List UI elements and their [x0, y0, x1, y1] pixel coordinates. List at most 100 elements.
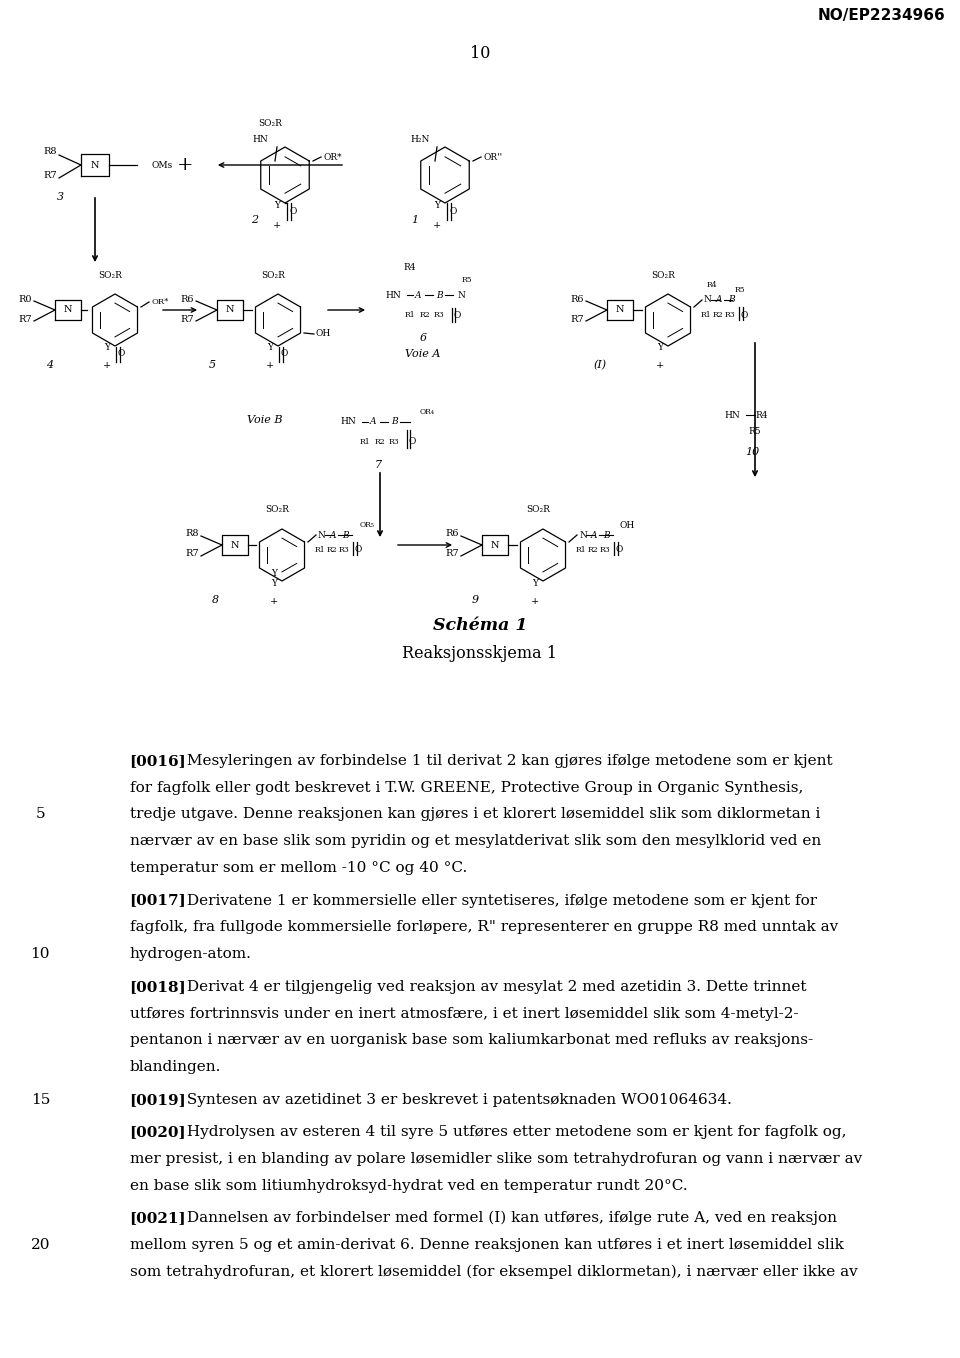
Text: Derivatene 1 er kommersielle eller syntetiseres, ifølge metodene som er kjent fo: Derivatene 1 er kommersielle eller synte… — [181, 894, 817, 907]
Text: A: A — [415, 291, 421, 300]
Text: N: N — [704, 296, 712, 304]
Text: HN: HN — [252, 136, 268, 144]
Text: 1: 1 — [412, 215, 419, 225]
Text: hydrogen-atom.: hydrogen-atom. — [130, 948, 252, 961]
Text: en base slik som litiumhydroksyd-hydrat ved en temperatur rundt 20°C.: en base slik som litiumhydroksyd-hydrat … — [130, 1179, 687, 1192]
Text: R7: R7 — [445, 550, 459, 558]
Text: N: N — [63, 306, 72, 315]
Text: mer presist, i en blanding av polare løsemidler slike som tetrahydrofuran og van: mer presist, i en blanding av polare løs… — [130, 1152, 862, 1167]
Text: [0019]: [0019] — [130, 1093, 186, 1107]
Text: R4: R4 — [404, 263, 417, 273]
Text: tredje utgave. Denne reaksjonen kan gjøres i et klorert løsemiddel slik som dikl: tredje utgave. Denne reaksjonen kan gjør… — [130, 808, 820, 822]
Text: fagfolk, fra fullgode kommersielle forløpere, R" representerer en gruppe R8 med : fagfolk, fra fullgode kommersielle forlø… — [130, 921, 838, 934]
Text: R7: R7 — [18, 315, 32, 323]
Text: [0021]: [0021] — [130, 1211, 186, 1225]
Text: R8: R8 — [43, 148, 57, 156]
Text: O: O — [354, 546, 362, 554]
Text: R2: R2 — [712, 311, 723, 319]
Text: R2: R2 — [326, 546, 337, 554]
Text: R6: R6 — [445, 530, 459, 539]
Text: N: N — [615, 306, 624, 315]
Text: 9: 9 — [471, 595, 479, 606]
Text: SO₂R: SO₂R — [98, 270, 122, 280]
Text: R3: R3 — [600, 546, 611, 554]
Text: pentanon i nærvær av en uorganisk base som kaliumkarbonat med refluks av reaksjo: pentanon i nærvær av en uorganisk base s… — [130, 1033, 813, 1047]
Text: R2: R2 — [588, 546, 598, 554]
Text: R7: R7 — [43, 171, 57, 179]
Text: Schéma 1: Schéma 1 — [433, 617, 527, 633]
Text: 4: 4 — [46, 360, 54, 369]
Text: B: B — [436, 291, 443, 300]
Text: [0020]: [0020] — [130, 1124, 186, 1139]
Text: Voie B: Voie B — [248, 416, 283, 425]
Text: R3: R3 — [389, 439, 399, 445]
Text: Y: Y — [271, 579, 277, 588]
Text: Y: Y — [274, 201, 280, 209]
Text: HN: HN — [385, 291, 401, 300]
Text: OR₅: OR₅ — [360, 521, 374, 530]
Text: Syntesen av azetidinet 3 er beskrevet i patentsøknaden WO01064634.: Syntesen av azetidinet 3 er beskrevet i … — [181, 1093, 732, 1107]
Text: O: O — [740, 311, 748, 319]
Text: Y: Y — [434, 201, 440, 209]
Text: NO/EP2234966: NO/EP2234966 — [817, 8, 945, 23]
Text: Reaksjonsskjema 1: Reaksjonsskjema 1 — [402, 645, 558, 661]
Text: R5: R5 — [734, 287, 745, 293]
Text: 15: 15 — [31, 1093, 50, 1107]
Text: A: A — [330, 531, 337, 539]
Text: R6: R6 — [180, 295, 194, 303]
Text: N: N — [579, 531, 587, 539]
Text: B: B — [391, 417, 397, 426]
Text: 2: 2 — [252, 215, 258, 225]
Text: SO₂R: SO₂R — [526, 505, 550, 515]
Text: R4: R4 — [756, 410, 768, 420]
Text: som tetrahydrofuran, et klorert løsemiddel (for eksempel diklormetan), i nærvær : som tetrahydrofuran, et klorert løsemidd… — [130, 1264, 857, 1279]
Text: 5: 5 — [208, 360, 216, 369]
Text: R2: R2 — [420, 311, 430, 319]
Text: Y: Y — [271, 569, 277, 577]
Text: Dannelsen av forbindelser med formel (I) kan utføres, ifølge rute A, ved en reak: Dannelsen av forbindelser med formel (I)… — [181, 1211, 836, 1225]
Text: R7: R7 — [570, 315, 584, 323]
Text: R3: R3 — [434, 311, 444, 319]
Text: +: + — [177, 156, 193, 174]
Text: O: O — [615, 546, 623, 554]
Text: OR*: OR* — [323, 152, 342, 162]
Text: Derivat 4 er tilgjengelig ved reaksjon av mesylat 2 med azetidin 3. Dette trinne: Derivat 4 er tilgjengelig ved reaksjon a… — [181, 979, 806, 994]
Text: (I): (I) — [593, 360, 607, 371]
Text: R2: R2 — [374, 439, 385, 445]
Text: SO₂R: SO₂R — [261, 270, 285, 280]
Text: 6: 6 — [420, 333, 426, 344]
Text: B: B — [603, 531, 610, 539]
Text: A: A — [370, 417, 376, 426]
Text: R1: R1 — [701, 311, 711, 319]
Text: N: N — [318, 531, 325, 539]
Text: 10: 10 — [469, 45, 491, 62]
Text: [0017]: [0017] — [130, 894, 186, 907]
Text: N: N — [91, 160, 99, 170]
Text: Voie A: Voie A — [405, 349, 441, 359]
Text: +: + — [433, 220, 442, 230]
Text: N: N — [457, 291, 465, 300]
Text: N: N — [230, 540, 239, 550]
Text: 5: 5 — [36, 808, 45, 822]
Text: B: B — [728, 296, 734, 304]
Text: R1: R1 — [315, 546, 325, 554]
Text: O: O — [453, 311, 461, 319]
Text: Y: Y — [657, 344, 663, 353]
Text: O: O — [449, 206, 457, 216]
Text: R8: R8 — [185, 530, 199, 539]
Text: B: B — [342, 531, 348, 539]
Text: R5: R5 — [462, 276, 472, 284]
Text: 8: 8 — [211, 595, 219, 606]
Text: R3: R3 — [725, 311, 735, 319]
Text: utføres fortrinnsvis under en inert atmosfære, i et inert løsemiddel slik som 4-: utføres fortrinnsvis under en inert atmo… — [130, 1006, 798, 1021]
Text: blandingen.: blandingen. — [130, 1061, 221, 1074]
Text: +: + — [266, 361, 275, 371]
Text: +: + — [273, 220, 281, 230]
Text: R1: R1 — [360, 439, 371, 445]
Text: R3: R3 — [339, 546, 349, 554]
Text: OH: OH — [619, 520, 635, 530]
Text: SO₂R: SO₂R — [258, 118, 282, 128]
Text: OR*: OR* — [151, 297, 168, 306]
Text: Hydrolysen av esteren 4 til syre 5 utføres etter metodene som er kjent for fagfo: Hydrolysen av esteren 4 til syre 5 utfør… — [181, 1124, 846, 1139]
Text: OR'': OR'' — [483, 152, 502, 162]
